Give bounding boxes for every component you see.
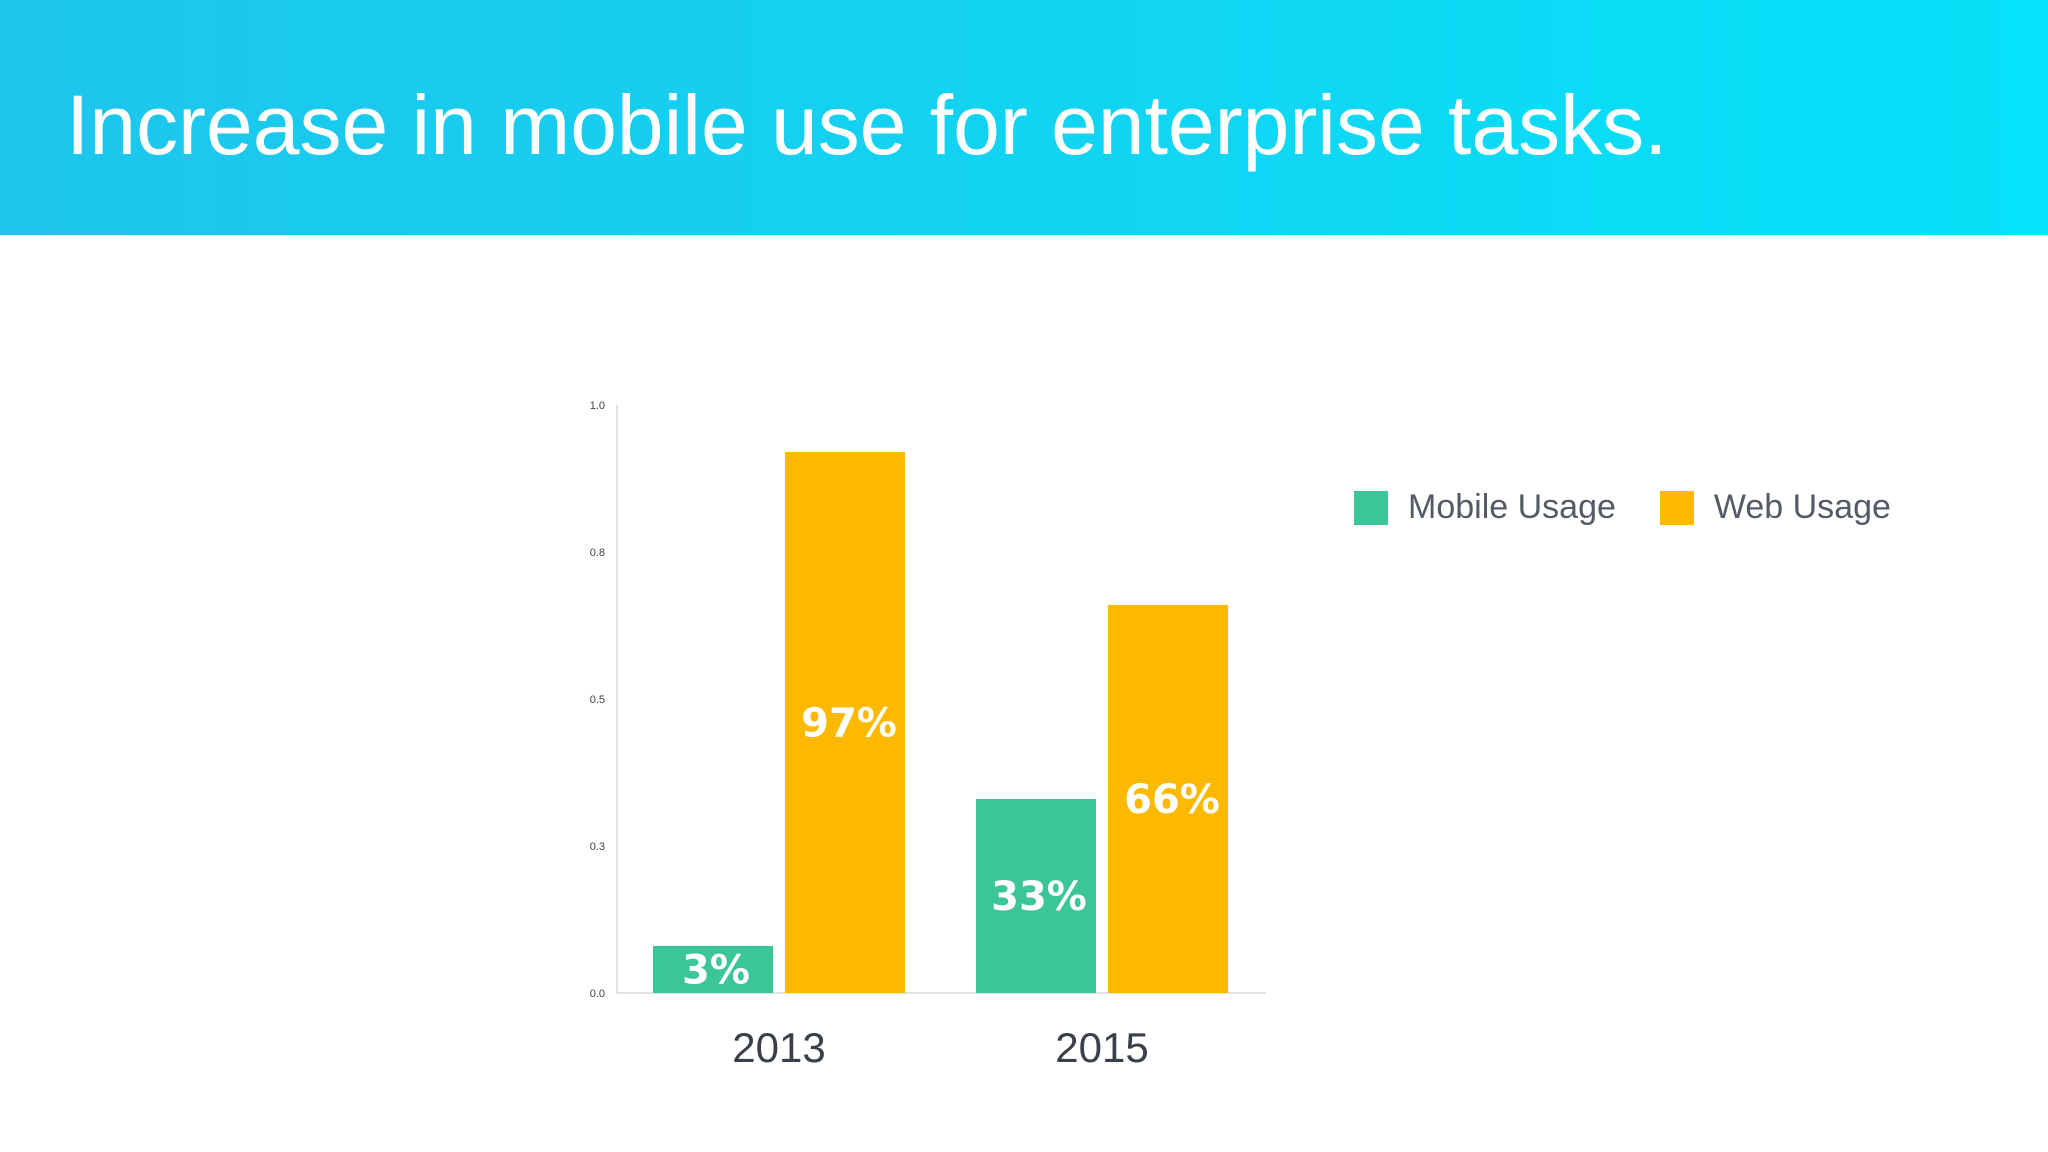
data-label: 66%	[1124, 777, 1220, 823]
y-tick-label: 0.3	[590, 841, 605, 853]
chart-labels: 3% 97% 2013 33% 66% 2015	[682, 701, 1220, 1071]
chart-legend: Mobile Usage Web Usage	[1354, 488, 1891, 527]
y-tick-label: 1.0	[590, 400, 605, 412]
bar-mobile-usage-2013	[653, 945, 773, 993]
slide-title: Increase in mobile use for enterprise ta…	[66, 78, 1668, 172]
legend-item-web-usage: Web Usage	[1659, 488, 1891, 527]
bar-web-usage-2015	[1108, 604, 1228, 993]
data-label: 33%	[991, 874, 1087, 920]
data-label: 3%	[682, 947, 750, 993]
y-tick-label: 0.0	[590, 988, 605, 1000]
chart-bars	[653, 452, 1228, 993]
legend-item-mobile-usage: Mobile Usage	[1354, 488, 1616, 527]
header-banner: Increase in mobile use for enterprise ta…	[0, 0, 2048, 235]
bar-web-usage-2013	[785, 452, 905, 993]
data-label: 97%	[801, 701, 897, 747]
legend-swatch-web-usage	[1659, 490, 1694, 525]
bar-mobile-usage-2015	[976, 798, 1096, 993]
y-tick-label: 0.8	[590, 547, 605, 559]
legend-label-web-usage: Web Usage	[1713, 488, 1891, 526]
y-tick-label: 0.5	[590, 694, 605, 706]
legend-label-mobile-usage: Mobile Usage	[1408, 488, 1616, 526]
legend-swatch-mobile-usage	[1354, 490, 1388, 525]
x-tick-label: 2013	[732, 1024, 825, 1071]
x-tick-label: 2015	[1055, 1024, 1148, 1071]
